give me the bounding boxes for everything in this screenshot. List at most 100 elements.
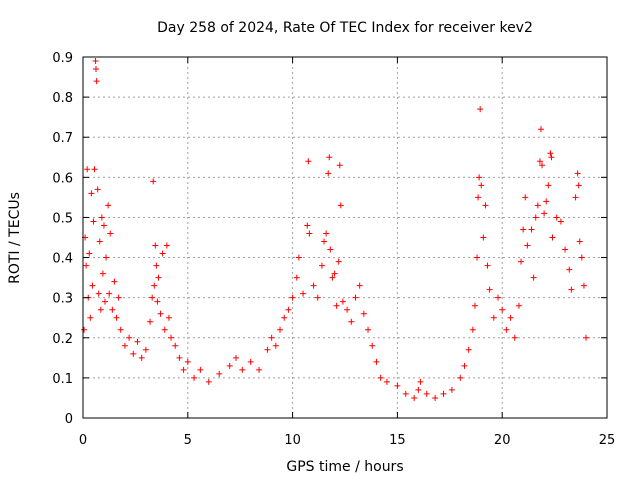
data-point: [99, 270, 106, 277]
data-point: [337, 202, 344, 209]
data-point: [300, 290, 307, 297]
data-point: [369, 342, 376, 349]
data-point: [168, 334, 175, 341]
data-point: [545, 182, 552, 189]
data-point: [191, 374, 198, 381]
data-point: [495, 294, 502, 301]
data-point: [536, 158, 543, 165]
data-point: [507, 314, 514, 321]
data-point: [457, 374, 464, 381]
data-point: [83, 262, 90, 269]
data-point: [86, 250, 93, 257]
data-point: [256, 366, 263, 373]
y-tick-label: 0.4: [52, 252, 73, 267]
data-points: [81, 58, 590, 401]
data-point: [448, 386, 455, 393]
data-point: [226, 362, 233, 369]
data-point: [161, 326, 168, 333]
data-point: [360, 310, 367, 317]
x-axis-label: GPS time / hours: [286, 459, 403, 475]
data-point: [478, 182, 485, 189]
data-point: [264, 346, 271, 353]
data-point: [102, 298, 109, 305]
data-point: [548, 154, 555, 161]
data-point: [154, 298, 161, 305]
data-point: [310, 282, 317, 289]
data-point: [326, 154, 333, 161]
data-point: [329, 274, 336, 281]
y-tick-label: 0.1: [52, 372, 73, 387]
data-point: [233, 354, 240, 361]
data-point: [557, 218, 564, 225]
data-point: [157, 310, 164, 317]
data-point: [486, 286, 493, 293]
data-point: [272, 342, 279, 349]
data-point: [515, 302, 522, 309]
data-point: [107, 230, 114, 237]
data-point: [159, 250, 166, 257]
data-point: [539, 162, 546, 169]
data-point: [543, 198, 550, 205]
data-point: [568, 286, 575, 293]
data-point: [97, 306, 104, 313]
data-point: [117, 326, 124, 333]
plot-frame: [82, 56, 608, 419]
data-point: [134, 338, 141, 345]
data-point: [89, 282, 96, 289]
data-point: [549, 234, 556, 241]
data-point: [415, 386, 422, 393]
data-point: [216, 370, 223, 377]
data-point: [138, 354, 145, 361]
chart-title: Day 258 of 2024, Rate Of TEC Index for r…: [157, 20, 533, 36]
data-point: [524, 242, 531, 249]
data-point: [335, 258, 342, 265]
data-point: [151, 282, 158, 289]
data-point: [105, 202, 112, 209]
data-point: [576, 238, 583, 245]
data-point: [423, 390, 430, 397]
data-point: [150, 178, 157, 185]
data-point: [327, 246, 334, 253]
data-point: [295, 254, 302, 261]
data-point: [91, 166, 98, 173]
data-point: [333, 302, 340, 309]
data-point: [365, 326, 372, 333]
y-tick-label: 0.3: [52, 292, 73, 307]
data-point: [81, 326, 88, 333]
y-axis-label: ROTI / TECUs: [7, 192, 23, 284]
data-point: [184, 358, 191, 365]
data-point: [306, 230, 313, 237]
data-point: [109, 306, 116, 313]
data-point: [373, 358, 380, 365]
y-tick-label: 0.6: [52, 171, 73, 186]
data-point: [106, 290, 113, 297]
data-point: [537, 126, 544, 133]
data-point: [336, 162, 343, 169]
data-point: [247, 358, 254, 365]
data-point: [176, 354, 183, 361]
data-point: [499, 306, 506, 313]
data-point: [111, 278, 118, 285]
data-point: [518, 258, 525, 265]
y-tick-label: 0.8: [52, 91, 73, 106]
data-point: [572, 194, 579, 201]
data-point: [92, 58, 99, 65]
x-tick-label: 10: [284, 433, 301, 448]
data-point: [461, 362, 468, 369]
y-tick-label: 0.2: [52, 332, 73, 347]
x-tick-label: 20: [494, 433, 511, 448]
data-point: [522, 194, 529, 201]
x-tick-label: 5: [184, 433, 192, 448]
data-point: [402, 390, 409, 397]
data-point: [281, 314, 288, 321]
data-point: [268, 334, 275, 341]
data-point: [205, 378, 212, 385]
y-tick-label: 0.5: [52, 211, 73, 226]
data-point: [289, 294, 296, 301]
data-point: [562, 246, 569, 253]
data-point: [318, 262, 325, 269]
data-point: [534, 202, 541, 209]
data-point: [314, 294, 321, 301]
axis-ticks: 0 5 10 15 20 25 0 0.1 0.2 0.3 0.4 0.5 0.6 0.7 0.8 0.9: [52, 51, 615, 448]
